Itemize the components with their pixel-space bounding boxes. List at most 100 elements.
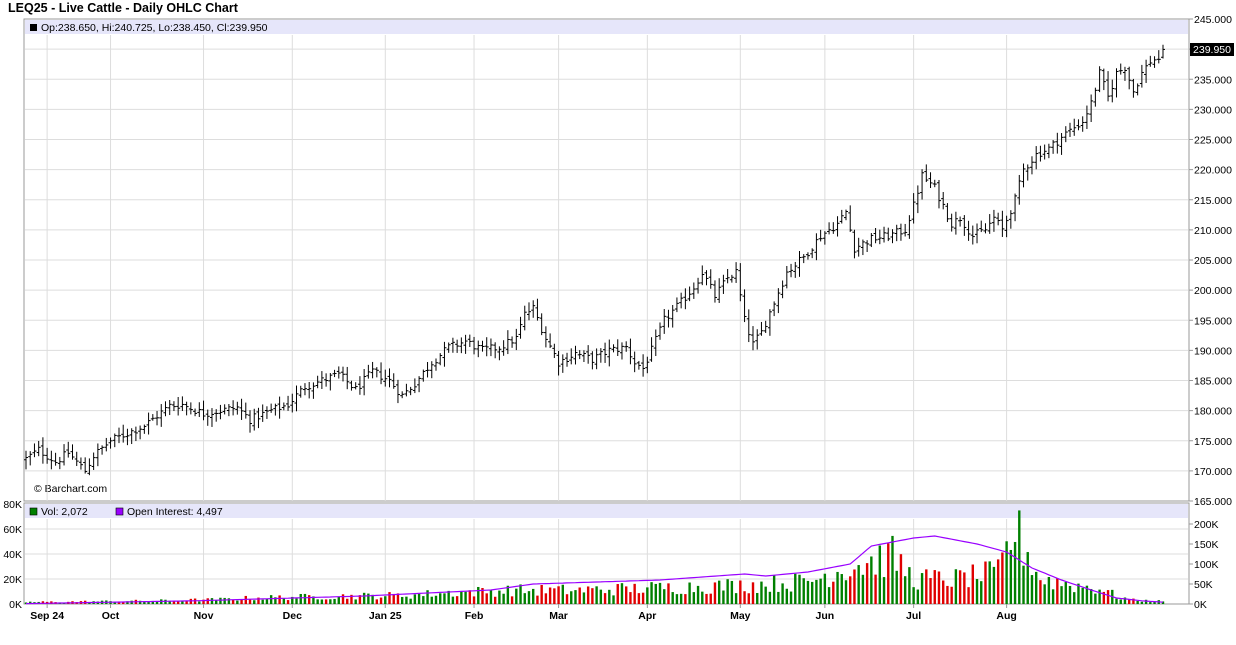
ohlc-bar <box>1029 156 1034 175</box>
volume-bar <box>1081 587 1084 604</box>
ohlc-bar <box>214 409 219 422</box>
ohlc-bar <box>535 298 540 321</box>
volume-bar <box>954 569 958 604</box>
ohlc-bar <box>522 305 527 331</box>
volume-bar <box>455 596 459 604</box>
ohlc-bar <box>886 227 891 242</box>
volume-bar <box>912 587 915 604</box>
ohlc-bar <box>658 322 663 340</box>
ohlc-bar <box>319 371 324 390</box>
ohlc-bar <box>898 223 903 241</box>
volume-bar <box>984 561 987 604</box>
price-tick-label: 210.000 <box>1194 225 1232 237</box>
volume-bar <box>946 585 949 604</box>
volume-bar <box>1161 601 1165 604</box>
ohlc-bar <box>150 414 155 421</box>
ohlc-bar <box>552 343 557 359</box>
ohlc-bar <box>125 428 130 446</box>
ohlc-bar <box>497 346 502 361</box>
volume-bar <box>764 586 767 604</box>
ohlc-bar <box>1122 66 1127 81</box>
volume-bar <box>819 578 822 604</box>
ohlc-bar <box>514 328 519 351</box>
volume-bar <box>620 583 624 604</box>
volume-bar <box>1026 552 1029 604</box>
volume-bar <box>1022 565 1025 604</box>
ohlc-bar <box>193 408 198 417</box>
open-interest-tick-label: 0K <box>1194 599 1207 611</box>
last-price-label: 239.950 <box>1193 44 1231 56</box>
price-tick-label: 195.000 <box>1194 315 1232 327</box>
ohlc-bar <box>209 408 214 427</box>
volume-bar <box>772 575 776 604</box>
volume-bar <box>844 580 848 604</box>
volume-bar <box>1132 598 1135 604</box>
ohlc-bar <box>932 179 937 188</box>
ohlc-bar <box>383 369 388 387</box>
ohlc-bar <box>505 330 510 355</box>
volume-info-bar <box>25 504 1188 518</box>
ohlc-bar <box>328 373 333 391</box>
volume-bar <box>1051 589 1055 604</box>
ohlc-bar <box>607 339 612 367</box>
volume-bar <box>692 592 696 604</box>
ohlc-bar <box>1118 63 1123 75</box>
volume-bar <box>565 594 569 604</box>
info-marker-icon <box>30 24 37 31</box>
ohlc-bar <box>1021 163 1026 188</box>
price-tick-label: 230.000 <box>1194 104 1232 116</box>
ohlc-bar <box>729 274 734 283</box>
volume-bar <box>138 600 142 604</box>
volume-bar <box>971 564 974 604</box>
ohlc-bar <box>683 288 688 310</box>
volume-bar <box>274 597 277 604</box>
volume-bar <box>895 570 898 604</box>
volume-bar <box>675 594 679 604</box>
ohlc-bar <box>953 211 958 235</box>
ohlc-bar <box>28 451 33 466</box>
ohlc-bar <box>970 225 975 245</box>
ohlc-bar <box>353 382 358 390</box>
ohlc-bar <box>391 373 396 389</box>
volume-bar <box>865 563 869 604</box>
ohlc-bar <box>869 233 874 248</box>
volume-tick-label: 20K <box>3 574 22 586</box>
ohlc-bar <box>459 337 464 354</box>
volume-bar <box>303 593 307 604</box>
volume-bar <box>832 581 835 604</box>
volume-bar <box>1056 578 1059 604</box>
price-tick-label: 165.000 <box>1194 496 1232 508</box>
ohlc-bar <box>1084 105 1089 130</box>
ohlc-bar <box>594 348 599 370</box>
ohlc-bar <box>1076 119 1081 131</box>
ohlc-bar <box>1139 64 1144 88</box>
volume-bar <box>734 593 738 604</box>
price-tick-label: 245.000 <box>1194 14 1232 26</box>
volume-bar <box>722 590 725 604</box>
ohlc-bar <box>336 366 341 379</box>
ohlc-bar <box>894 224 899 242</box>
ohlc-bar <box>142 424 147 434</box>
ohlc-bar <box>197 402 202 417</box>
ohlc-bar <box>565 352 570 367</box>
volume-bar <box>933 570 936 604</box>
ohlc-bar <box>1017 174 1022 205</box>
volume-bar <box>612 595 615 604</box>
ohlc-bar <box>941 192 946 210</box>
ohlc-bar <box>827 222 832 235</box>
ohlc-bar <box>518 316 523 339</box>
price-tick-label: 180.000 <box>1194 406 1232 418</box>
ohlc-bar <box>818 229 823 242</box>
ohlc-bar <box>966 220 971 241</box>
volume-bar <box>540 584 543 604</box>
ohlc-bar <box>1106 71 1111 102</box>
volume-bar <box>379 597 383 604</box>
ohlc-bar <box>1042 144 1047 160</box>
volume-bar <box>185 601 188 604</box>
ohlc-bar <box>873 227 878 244</box>
volume-bar <box>147 601 150 604</box>
ohlc-bar <box>1144 59 1149 83</box>
ohlc-bar <box>1055 132 1060 154</box>
date-tick-label: Jan 25 <box>369 610 402 622</box>
volume-bar <box>667 583 670 604</box>
